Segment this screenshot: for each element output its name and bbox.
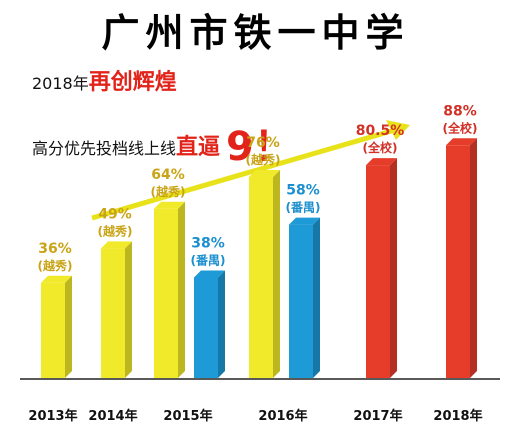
bar-3 (194, 277, 218, 378)
bar-side-6 (390, 158, 397, 378)
bar-side-5 (313, 217, 320, 378)
bar-1 (101, 248, 125, 378)
bar-top-4 (249, 170, 280, 178)
bar-0 (41, 282, 65, 378)
bar-7 (446, 145, 470, 378)
data-label-7: 88% (443, 103, 477, 119)
bar-side-3 (218, 270, 225, 378)
headline-line-2: 高分优先投档线上线直逼 9！ (32, 108, 294, 170)
page-title: 广州市铁一中学 (101, 10, 410, 55)
bar-top-5 (289, 217, 320, 225)
headline-line-1: 2018年再创辉煌 (32, 64, 177, 96)
bar-top-1 (101, 241, 132, 249)
bar-2 (154, 208, 178, 378)
bar-top-0 (41, 275, 72, 283)
bar-side-7 (470, 138, 477, 378)
data-sublabel-6: (全校) (363, 140, 398, 155)
x-tick-label-2: 2015年 (163, 408, 212, 424)
headline-highlight-2: 直逼 (176, 135, 221, 160)
x-tick-label-4: 2017年 (353, 408, 402, 424)
data-sublabel-3: (番禺) (191, 253, 226, 268)
bar-top-3 (194, 270, 225, 278)
x-tick-label-1: 2014年 (88, 408, 137, 424)
data-sublabel-1: (越秀) (98, 223, 133, 238)
headline-prefix: 高分优先投档线上线 (32, 139, 177, 158)
bar-side-4 (273, 170, 280, 378)
bar-5 (289, 224, 313, 378)
bar-side-1 (125, 241, 132, 378)
data-label-1: 49% (98, 206, 132, 222)
bar-side-2 (178, 201, 185, 378)
x-tick-label-0: 2013年 (28, 408, 77, 424)
trend-arrow-head (386, 120, 410, 140)
data-label-0: 36% (38, 241, 72, 257)
data-sublabel-7: (全校) (443, 120, 478, 135)
bar-side-0 (65, 275, 72, 378)
data-sublabel-5: (番禺) (286, 200, 321, 215)
data-label-3: 38% (191, 236, 225, 252)
data-label-4: 76% (246, 135, 280, 151)
bar-top-6 (366, 158, 397, 166)
data-label-5: 58% (286, 183, 320, 199)
data-sublabel-0: (越秀) (38, 258, 73, 273)
headline-year: 2018年 (32, 74, 89, 93)
data-label-6: 80.5% (356, 123, 405, 139)
data-label-2: 64% (151, 167, 185, 183)
bar-top-7 (446, 138, 477, 146)
data-sublabel-4: (越秀) (246, 152, 281, 167)
data-sublabel-2: (越秀) (151, 184, 186, 199)
trend-arrow-line (91, 127, 396, 221)
bar-top-2 (154, 201, 185, 209)
x-tick-label-5: 2018年 (433, 408, 482, 424)
bar-6 (366, 165, 390, 378)
headline-highlight: 再创辉煌 (88, 70, 177, 95)
x-tick-label-3: 2016年 (258, 408, 307, 424)
bar-4 (249, 177, 273, 378)
